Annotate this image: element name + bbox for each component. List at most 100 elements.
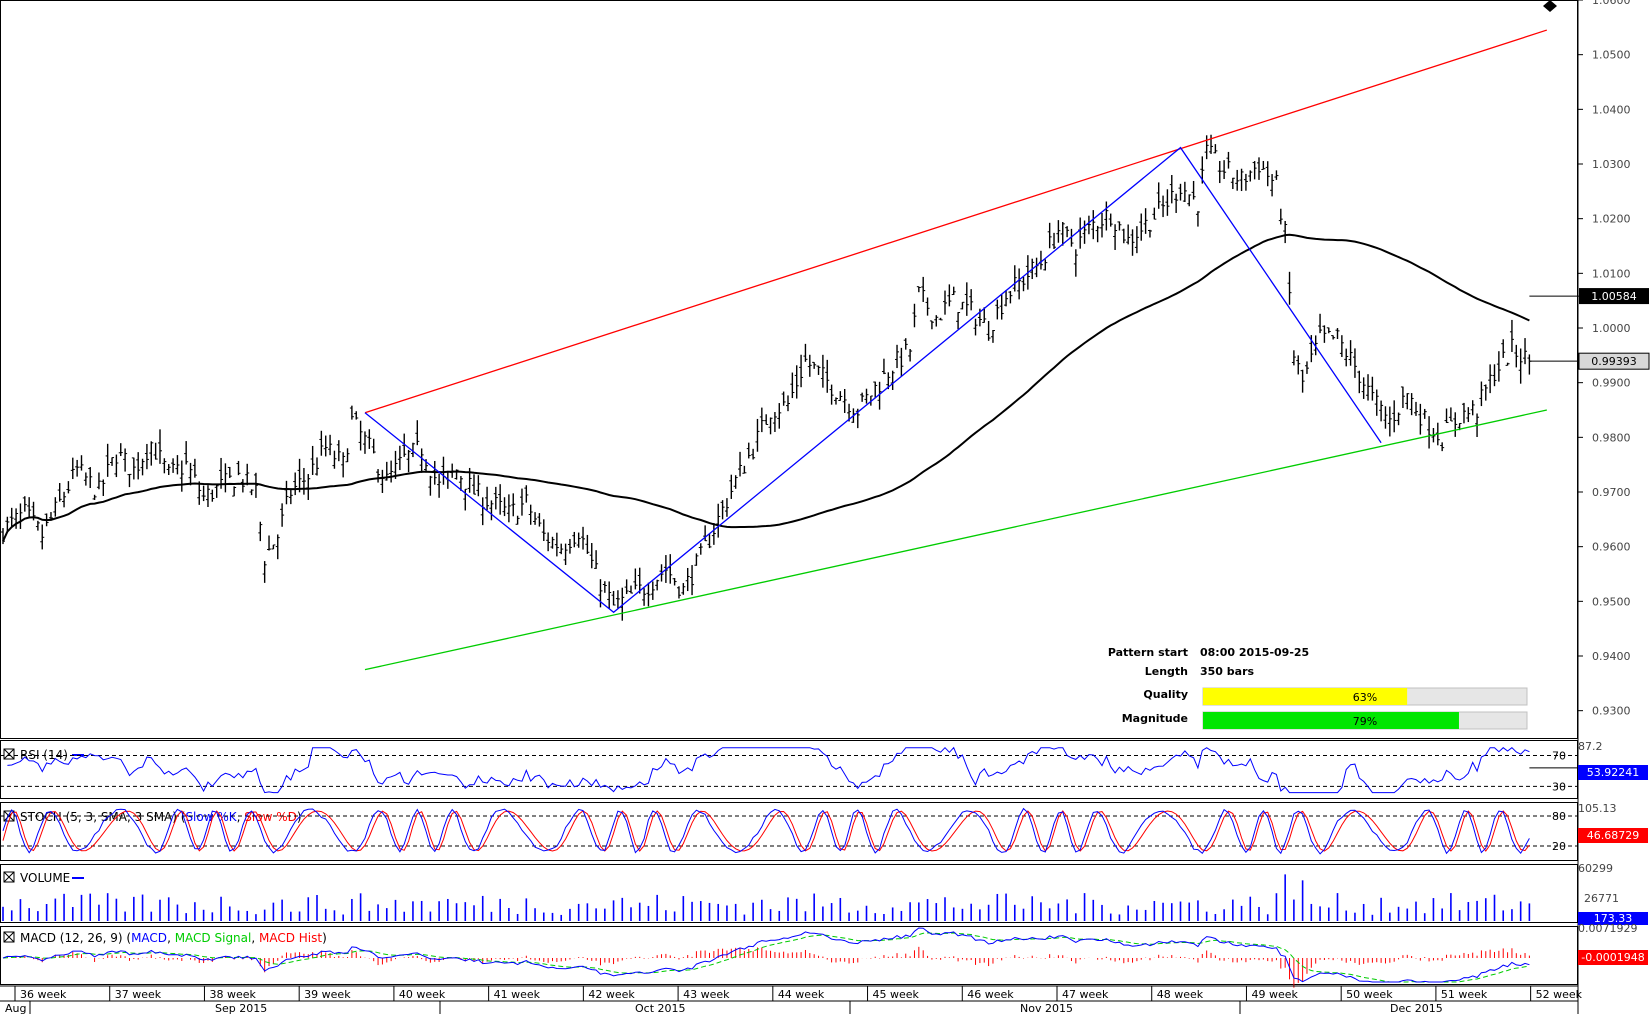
price-bar bbox=[733, 475, 738, 489]
last-price-label: 0.99393 bbox=[1591, 355, 1637, 368]
price-bar bbox=[681, 583, 686, 595]
price-bar bbox=[1466, 407, 1471, 423]
price-bar bbox=[410, 442, 415, 458]
price-bar bbox=[1304, 361, 1309, 374]
price-bar bbox=[1379, 400, 1384, 422]
price-bar bbox=[1339, 335, 1344, 358]
price-bar bbox=[92, 494, 97, 500]
price-bar bbox=[498, 484, 503, 515]
stoch-lines bbox=[2, 807, 1530, 855]
price-bar bbox=[253, 472, 258, 498]
price-bar bbox=[642, 588, 647, 606]
price-bar bbox=[646, 582, 651, 607]
price-bar bbox=[772, 412, 777, 432]
price-bar bbox=[419, 448, 424, 473]
stoch-level-label: 20 bbox=[1552, 840, 1566, 853]
price-bar bbox=[22, 496, 27, 512]
price-bar bbox=[1448, 407, 1453, 422]
macd-path bbox=[2, 927, 1530, 983]
price-bar bbox=[633, 568, 638, 590]
price-bar bbox=[1405, 393, 1410, 410]
price-bar bbox=[402, 433, 407, 457]
price-bar bbox=[205, 485, 210, 508]
price-bar bbox=[476, 475, 481, 497]
price-bar bbox=[1318, 313, 1323, 334]
price-bar bbox=[1182, 181, 1187, 202]
price-bar bbox=[877, 381, 882, 410]
price-bar bbox=[833, 397, 838, 405]
price-bar bbox=[1043, 259, 1048, 271]
price-bar bbox=[354, 411, 359, 420]
price-bar bbox=[275, 534, 280, 560]
price-bar bbox=[585, 534, 590, 554]
price-bar bbox=[240, 479, 245, 493]
volume-tick-2: 26771 bbox=[1584, 892, 1619, 905]
price-bar bbox=[1121, 228, 1126, 244]
rsi-last-value: 53.92241 bbox=[1587, 766, 1640, 779]
price-bar bbox=[594, 550, 599, 569]
price-bar bbox=[842, 389, 847, 413]
price-tick-label: 0.9900 bbox=[1592, 377, 1631, 390]
moving-average-path bbox=[2, 233, 1530, 542]
macd-toggle[interactable] bbox=[3, 931, 15, 943]
week-label: 38 week bbox=[209, 988, 256, 1001]
price-bar bbox=[611, 590, 616, 606]
magnitude-bar-fill bbox=[1203, 712, 1459, 729]
price-bar bbox=[1152, 207, 1157, 220]
macd-last-value: -0.0001948 bbox=[1581, 951, 1644, 964]
price-bar bbox=[1226, 151, 1231, 169]
price-tick-label: 1.0100 bbox=[1592, 267, 1631, 280]
price-bar bbox=[53, 497, 58, 517]
price-tick-label: 0.9500 bbox=[1592, 595, 1631, 608]
week-label: 42 week bbox=[588, 988, 635, 1001]
price-bar bbox=[711, 523, 716, 545]
rsi-levels: 70 30 bbox=[0, 749, 1578, 793]
price-tick-label: 1.0600 bbox=[1592, 0, 1631, 7]
rsi-top-label: 87.2 bbox=[1578, 740, 1603, 753]
price-bar bbox=[554, 532, 559, 557]
price-bar bbox=[1383, 406, 1388, 429]
price-bar bbox=[1501, 339, 1506, 358]
price-bar bbox=[1414, 401, 1418, 416]
price-bar bbox=[546, 532, 551, 552]
price-bar bbox=[114, 454, 119, 478]
price-bar bbox=[1444, 408, 1449, 424]
macd-top-label: 0.0071929 bbox=[1578, 922, 1638, 935]
price-bar bbox=[629, 585, 633, 594]
price-bar bbox=[1523, 338, 1528, 365]
time-axis: 36 week 37 week 38 week 39 week 40 week 41 we… bbox=[0, 985, 1583, 1015]
price-tick-label: 1.0300 bbox=[1592, 158, 1631, 171]
price-bar bbox=[751, 448, 756, 460]
price-bar bbox=[982, 307, 987, 323]
price-bar bbox=[995, 299, 1000, 320]
price-bar bbox=[192, 458, 197, 478]
rsi-toggle[interactable] bbox=[3, 748, 15, 760]
price-bar bbox=[437, 473, 442, 498]
price-y-axis: 1.0600 1.0500 1.0400 1.0300 1.0200 1.0100 1.00… bbox=[1578, 0, 1631, 718]
price-bar bbox=[1488, 364, 1493, 394]
price-bar bbox=[1091, 210, 1096, 240]
month-label: Sep 2015 bbox=[215, 1002, 267, 1014]
price-bar bbox=[1004, 289, 1009, 307]
resistance-line bbox=[364, 29, 1548, 414]
price-bar bbox=[1134, 226, 1139, 254]
price-bar bbox=[62, 491, 67, 508]
price-bar bbox=[136, 452, 141, 480]
price-bar bbox=[1278, 208, 1283, 225]
price-bar bbox=[1492, 364, 1497, 387]
price-bar bbox=[973, 318, 978, 336]
price-bar bbox=[934, 315, 939, 327]
price-bar bbox=[707, 534, 712, 549]
price-bar bbox=[371, 438, 376, 454]
price-bar bbox=[528, 504, 533, 525]
rsi-path bbox=[7, 746, 1530, 794]
magnitude-label: Magnitude bbox=[1122, 712, 1188, 725]
price-bar bbox=[166, 464, 171, 475]
volume-toggle[interactable] bbox=[3, 871, 15, 883]
price-bar bbox=[258, 521, 263, 542]
price-bar bbox=[70, 457, 75, 480]
price-bar bbox=[1143, 208, 1148, 234]
price-bar bbox=[1479, 381, 1484, 407]
price-bar bbox=[389, 460, 394, 483]
macd-title: MACD (12, 26, 9) (MACD, MACD Signal, MAC… bbox=[20, 931, 327, 945]
